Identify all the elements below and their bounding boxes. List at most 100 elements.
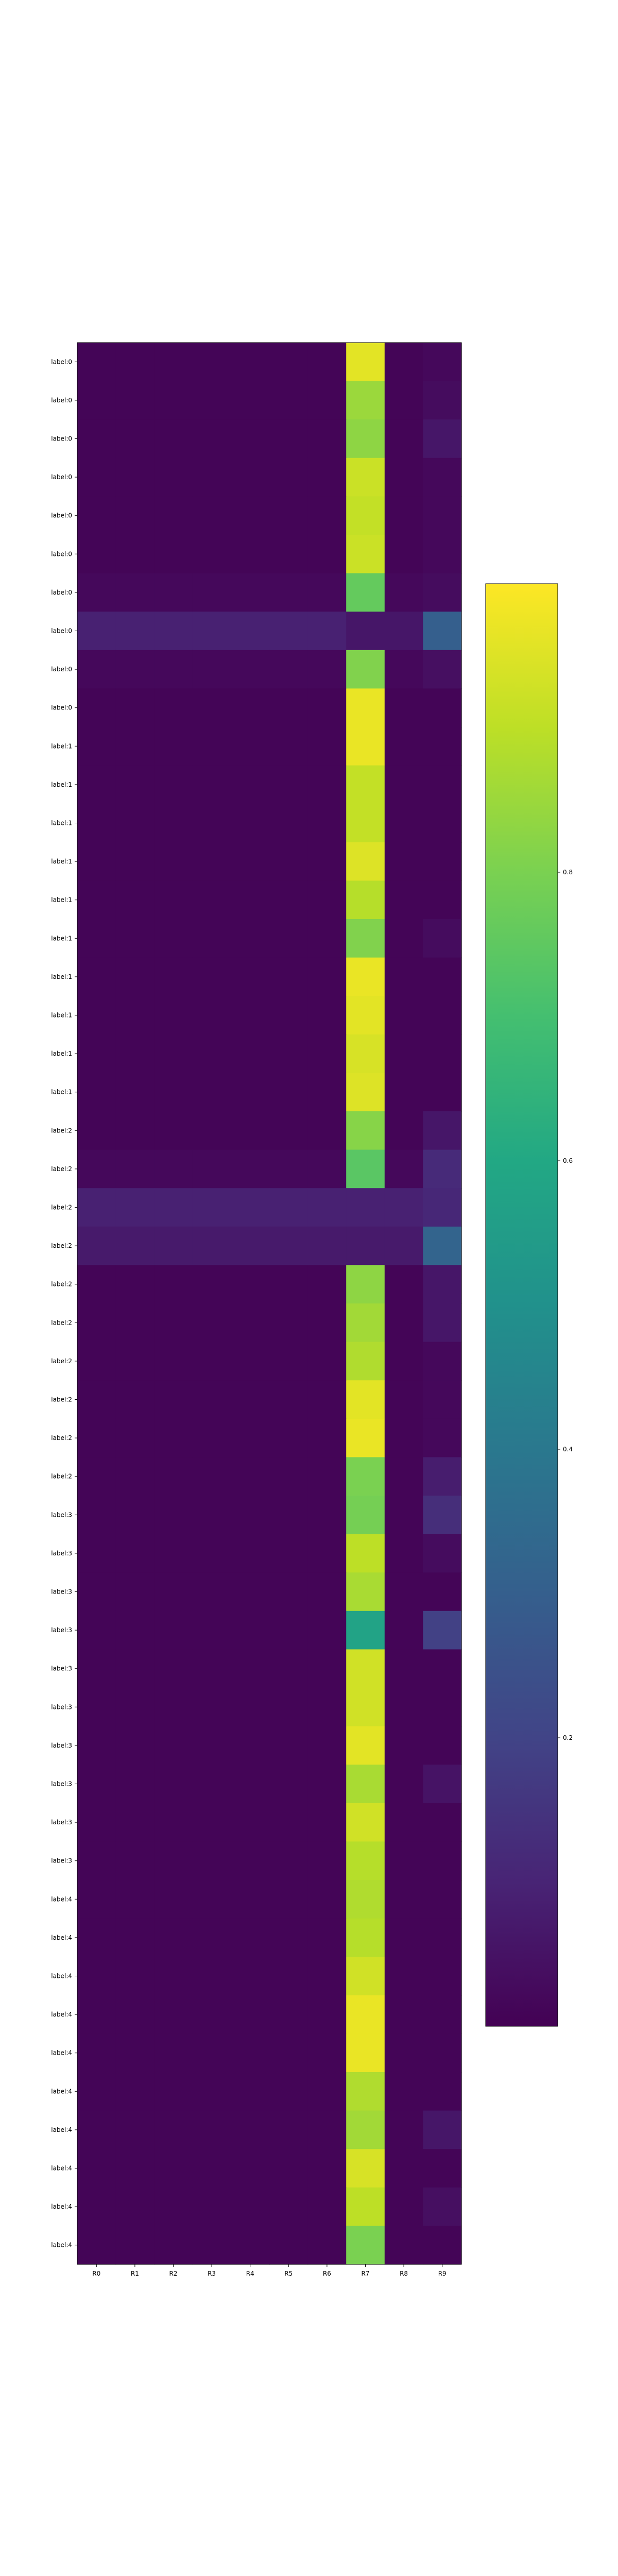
heatmap-cell [346, 419, 385, 459]
heatmap-cell [307, 1303, 347, 1343]
heatmap-cell [77, 1149, 116, 1189]
y-tick-label: label:3 [51, 1511, 72, 1518]
heatmap-cell [346, 996, 385, 1035]
heatmap-cell [115, 1111, 154, 1150]
heatmap-cell [77, 381, 116, 420]
heatmap-cell [192, 343, 231, 382]
x-tick-label: R7 [362, 2270, 370, 2277]
heatmap-cell [269, 535, 308, 574]
y-tick-label: label:2 [51, 1242, 72, 1249]
y-tick-label: label:4 [51, 1895, 72, 1903]
heatmap-cell [231, 573, 270, 612]
x-tick-label: R3 [208, 2270, 216, 2277]
heatmap-cell [307, 496, 347, 535]
heatmap-cell [77, 1034, 116, 1073]
heatmap-cell [307, 419, 347, 459]
y-tick-label: label:4 [51, 2242, 72, 2249]
heatmap-cell [115, 1957, 154, 1996]
heatmap-cells [77, 343, 462, 2265]
x-tick-label: R1 [131, 2270, 139, 2277]
heatmap-cell [269, 957, 308, 996]
heatmap-cell [115, 804, 154, 843]
heatmap-cell [154, 1188, 193, 1227]
heatmap-cell [384, 1918, 423, 1957]
heatmap-cell [154, 573, 193, 612]
heatmap-cell [115, 919, 154, 958]
heatmap-cell [423, 842, 462, 881]
y-tick-label: label:2 [51, 1434, 72, 1442]
heatmap-cell [192, 1572, 231, 1612]
heatmap-cell [346, 880, 385, 920]
heatmap-cell [115, 1380, 154, 1419]
heatmap-cell [192, 1034, 231, 1073]
heatmap-cell [269, 1226, 308, 1265]
heatmap-cell [384, 804, 423, 843]
heatmap-cell [423, 1418, 462, 1458]
heatmap-cell [346, 612, 385, 651]
heatmap-cell [307, 804, 347, 843]
y-tick-label: label:2 [51, 1396, 72, 1403]
heatmap-cell [269, 573, 308, 612]
heatmap-cell [192, 1457, 231, 1496]
heatmap-cell [231, 1265, 270, 1304]
heatmap-cell [423, 650, 462, 689]
heatmap-cell [307, 1226, 347, 1265]
heatmap-cell [346, 842, 385, 881]
heatmap-cell [269, 880, 308, 920]
heatmap-cell [307, 1572, 347, 1612]
y-tick-label: label:0 [51, 589, 72, 596]
heatmap-cell [307, 457, 347, 497]
heatmap-cell [115, 1034, 154, 1073]
heatmap-cell [154, 1496, 193, 1535]
heatmap-cell [384, 1496, 423, 1535]
colorbar-tick-label: 0.6 [563, 1157, 573, 1164]
heatmap-cell [307, 1957, 347, 1996]
heatmap-cell [154, 1534, 193, 1573]
heatmap-cell [115, 2187, 154, 2226]
heatmap-cell [346, 1995, 385, 2034]
heatmap-cell [154, 1034, 193, 1073]
heatmap-cell [192, 842, 231, 881]
y-tick-label: label:3 [51, 1781, 72, 1788]
heatmap-cell [307, 2110, 347, 2149]
heatmap-cell [115, 1226, 154, 1265]
heatmap-cell [192, 765, 231, 804]
heatmap-cell [307, 727, 347, 766]
heatmap-cell [77, 1496, 116, 1535]
heatmap-cell [307, 688, 347, 727]
heatmap-cell [77, 419, 116, 459]
heatmap-cell [231, 1841, 270, 1880]
heatmap-cell [423, 1803, 462, 1842]
heatmap-cell [115, 2033, 154, 2073]
heatmap-cell [423, 996, 462, 1035]
heatmap-cell [269, 688, 308, 727]
heatmap-cell [346, 727, 385, 766]
heatmap-cell [192, 457, 231, 497]
heatmap-cell [384, 1841, 423, 1880]
heatmap-cell [423, 1726, 462, 1765]
heatmap-cell [346, 457, 385, 497]
heatmap-cell [115, 880, 154, 920]
y-tick-label: label:2 [51, 1281, 72, 1288]
heatmap-cell [269, 996, 308, 1035]
heatmap-cell [77, 2072, 116, 2111]
heatmap-cell [423, 2226, 462, 2265]
heatmap-cell [77, 919, 116, 958]
heatmap-cell [115, 765, 154, 804]
heatmap-cell [115, 457, 154, 497]
heatmap-cell [154, 842, 193, 881]
heatmap-cell [384, 727, 423, 766]
heatmap-cell [423, 1765, 462, 1804]
heatmap-cell [384, 2072, 423, 2111]
heatmap-cell [154, 419, 193, 459]
heatmap-cell [423, 2072, 462, 2111]
heatmap-cell [346, 343, 385, 382]
y-tick-label: label:4 [51, 2088, 72, 2095]
heatmap-cell [423, 727, 462, 766]
heatmap-cell [307, 1611, 347, 1650]
heatmap-cell [307, 573, 347, 612]
heatmap-cell [423, 1073, 462, 1112]
heatmap-cell [192, 1880, 231, 1919]
heatmap-cell [231, 1611, 270, 1650]
heatmap-cell [346, 1265, 385, 1304]
